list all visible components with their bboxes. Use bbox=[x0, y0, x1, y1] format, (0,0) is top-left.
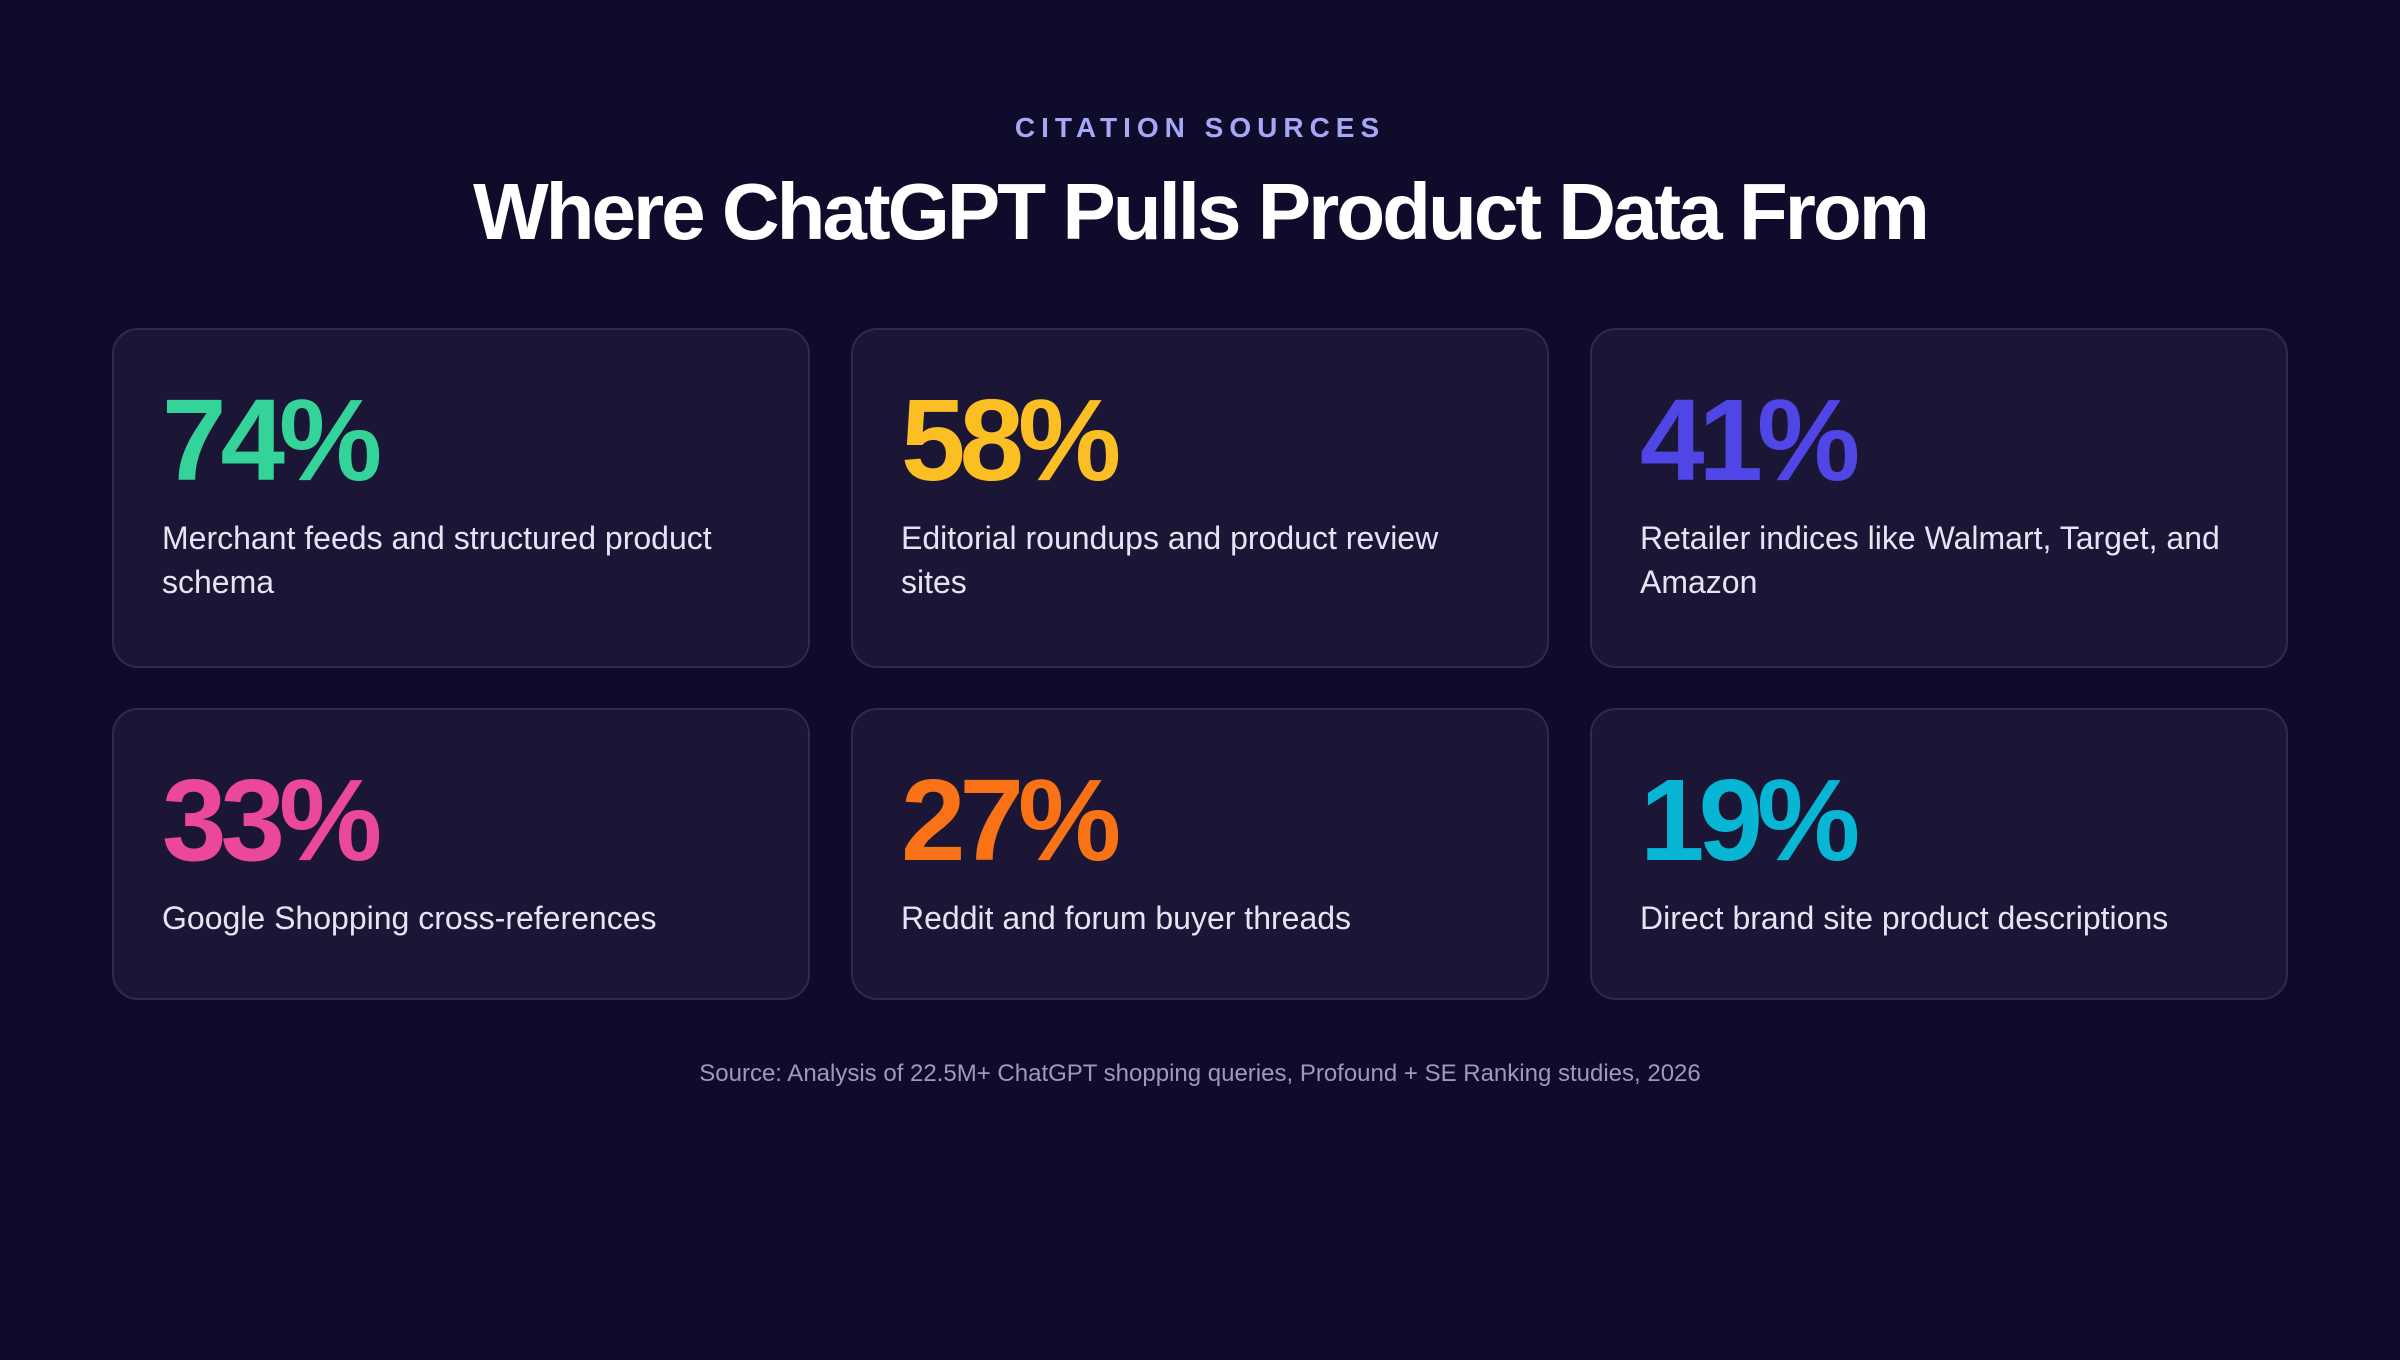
page-title: Where ChatGPT Pulls Product Data From bbox=[473, 167, 1930, 256]
section-eyebrow: CITATION SOURCES bbox=[1014, 112, 1386, 143]
stat-value: 58% bbox=[901, 375, 1121, 505]
stat-card: 19% Direct brand site product descriptio… bbox=[1590, 708, 2288, 1000]
stat-value: 33% bbox=[162, 755, 382, 885]
stat-card: 74% Merchant feeds and structured produc… bbox=[112, 328, 810, 668]
stat-label: Direct brand site product descriptions bbox=[1640, 900, 2169, 936]
stat-value: 41% bbox=[1640, 375, 1860, 505]
stat-label: Merchant feeds and structured product sc… bbox=[162, 520, 712, 600]
stat-label: Retailer indices like Walmart, Target, a… bbox=[1640, 520, 2220, 600]
stats-grid: 74% Merchant feeds and structured produc… bbox=[112, 328, 2288, 1000]
stat-card: 33% Google Shopping cross-references bbox=[112, 708, 810, 1000]
stat-value: 27% bbox=[901, 755, 1121, 885]
stat-value: 74% bbox=[162, 375, 382, 505]
stat-card: 58% Editorial roundups and product revie… bbox=[851, 328, 1549, 668]
source-note: Source: Analysis of 22.5M+ ChatGPT shopp… bbox=[699, 1060, 1701, 1087]
stat-label: Reddit and forum buyer threads bbox=[901, 900, 1352, 936]
stat-card: 41% Retailer indices like Walmart, Targe… bbox=[1590, 328, 2288, 668]
stat-card: 27% Reddit and forum buyer threads bbox=[851, 708, 1549, 1000]
stat-label: Editorial roundups and product review si… bbox=[901, 520, 1439, 600]
stat-label: Google Shopping cross-references bbox=[162, 900, 657, 936]
stat-value: 19% bbox=[1640, 755, 1860, 885]
